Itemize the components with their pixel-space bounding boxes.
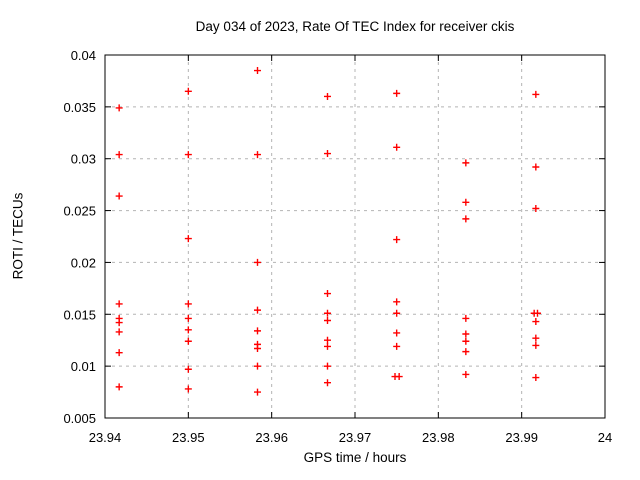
data-point — [462, 348, 470, 356]
data-point — [324, 379, 331, 387]
data-point — [324, 342, 331, 350]
data-point — [462, 198, 470, 206]
data-point — [393, 342, 401, 350]
data-point — [393, 298, 401, 306]
data-point — [254, 345, 261, 353]
x-tick-label: 23.98 — [422, 430, 455, 445]
data-point — [115, 192, 123, 200]
y-tick-label: 0.035 — [63, 100, 96, 115]
data-point — [462, 314, 470, 322]
y-tick-label: 0.03 — [71, 152, 96, 167]
data-point — [115, 383, 123, 391]
x-tick-label: 24 — [598, 430, 612, 445]
data-point — [324, 309, 331, 317]
data-point — [462, 370, 470, 378]
data-point — [184, 151, 192, 159]
data-point — [532, 90, 540, 98]
y-tick-label: 0.02 — [71, 255, 96, 270]
x-tick-label: 23.97 — [339, 430, 372, 445]
data-point — [532, 163, 540, 171]
data-point — [532, 334, 540, 342]
data-point — [115, 300, 123, 308]
x-tick-label: 23.95 — [172, 430, 205, 445]
y-tick-label: 0.01 — [71, 359, 96, 374]
data-point — [324, 290, 331, 298]
data-point — [254, 151, 261, 159]
data-point — [393, 309, 401, 317]
data-point — [393, 143, 401, 151]
y-tick-label: 0.025 — [63, 204, 96, 219]
data-point — [184, 300, 192, 308]
data-point — [462, 330, 470, 338]
data-point — [115, 104, 123, 112]
data-point — [184, 365, 192, 373]
data-point — [324, 92, 331, 100]
data-point — [532, 341, 540, 349]
data-point — [462, 215, 470, 223]
data-point — [532, 374, 540, 382]
data-point — [324, 150, 331, 158]
y-tick-label: 0.015 — [63, 307, 96, 322]
y-tick-label: 0.005 — [63, 411, 96, 426]
x-tick-label: 23.96 — [255, 430, 288, 445]
data-point — [115, 151, 123, 159]
data-point — [393, 236, 401, 244]
x-axis-label: GPS time / hours — [303, 450, 407, 465]
data-point — [254, 306, 261, 314]
data-point — [254, 388, 261, 396]
data-point — [324, 317, 331, 325]
data-point — [534, 309, 541, 317]
data-point — [184, 87, 192, 95]
data-point — [254, 67, 261, 75]
x-tick-label: 23.94 — [89, 430, 122, 445]
data-point — [254, 258, 261, 266]
data-point — [115, 319, 123, 327]
data-point — [395, 373, 403, 381]
data-point — [184, 235, 192, 243]
data-point — [393, 329, 401, 337]
data-point — [324, 362, 331, 370]
data-point — [254, 362, 261, 370]
data-point — [115, 328, 123, 336]
data-point — [462, 337, 470, 345]
data-point — [462, 159, 470, 167]
data-point — [184, 326, 192, 334]
chart-title: Day 034 of 2023, Rate Of TEC Index for r… — [195, 19, 515, 34]
data-point — [184, 314, 192, 322]
data-point — [393, 89, 401, 97]
data-point — [532, 204, 540, 212]
data-point — [184, 337, 192, 345]
data-point — [324, 336, 331, 344]
y-axis-label: ROTI / TECUs — [10, 192, 26, 280]
data-point — [115, 349, 123, 357]
x-tick-label: 23.99 — [505, 430, 538, 445]
data-point — [532, 318, 540, 326]
y-tick-label: 0.04 — [71, 48, 96, 63]
data-point — [254, 327, 261, 335]
data-point — [184, 385, 192, 393]
